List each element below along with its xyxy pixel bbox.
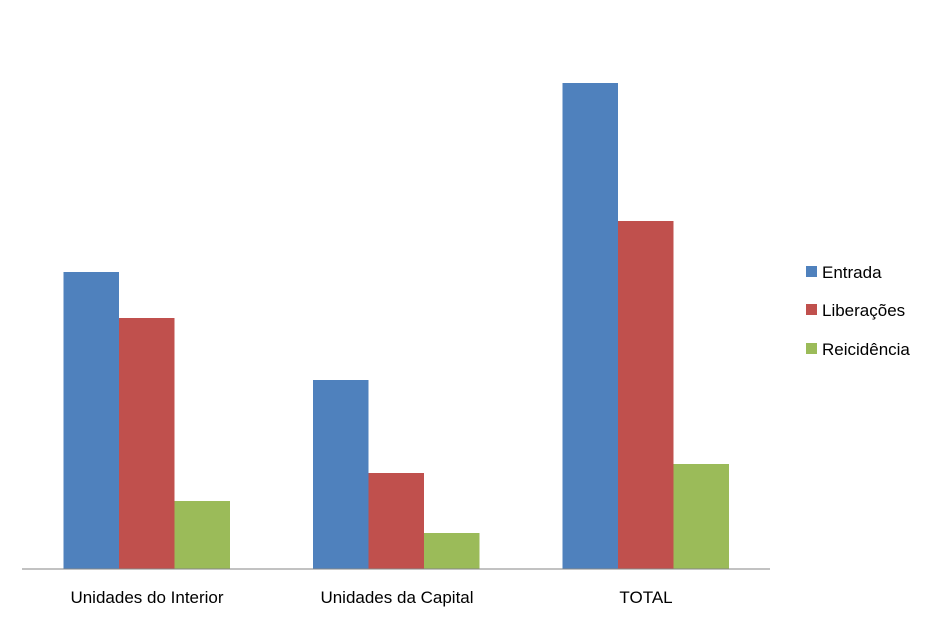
bars-group — [63, 83, 729, 569]
legend: Entrada Liberações Reicidência — [806, 263, 910, 359]
bar-liberacoes-0 — [119, 318, 175, 569]
bar-entrada-2 — [562, 83, 618, 569]
category-label-capital: Unidades da Capital — [320, 588, 473, 607]
category-labels: Unidades do Interior Unidades da Capital… — [70, 588, 672, 607]
bar-reicidencia-2 — [673, 464, 729, 569]
legend-swatch-reicidencia — [806, 343, 817, 354]
bar-reicidencia-1 — [424, 533, 480, 569]
legend-label-entrada: Entrada — [822, 263, 882, 282]
category-label-total: TOTAL — [619, 588, 672, 607]
legend-label-liberacoes: Liberações — [822, 301, 905, 320]
bar-liberacoes-2 — [618, 221, 674, 569]
bar-entrada-0 — [63, 272, 119, 569]
bar-entrada-1 — [313, 380, 369, 569]
category-label-interior: Unidades do Interior — [70, 588, 223, 607]
legend-swatch-liberacoes — [806, 304, 817, 315]
legend-label-reicidencia: Reicidência — [822, 340, 910, 359]
bar-reicidencia-0 — [174, 501, 230, 569]
legend-swatch-entrada — [806, 266, 817, 277]
bar-liberacoes-1 — [368, 473, 424, 569]
